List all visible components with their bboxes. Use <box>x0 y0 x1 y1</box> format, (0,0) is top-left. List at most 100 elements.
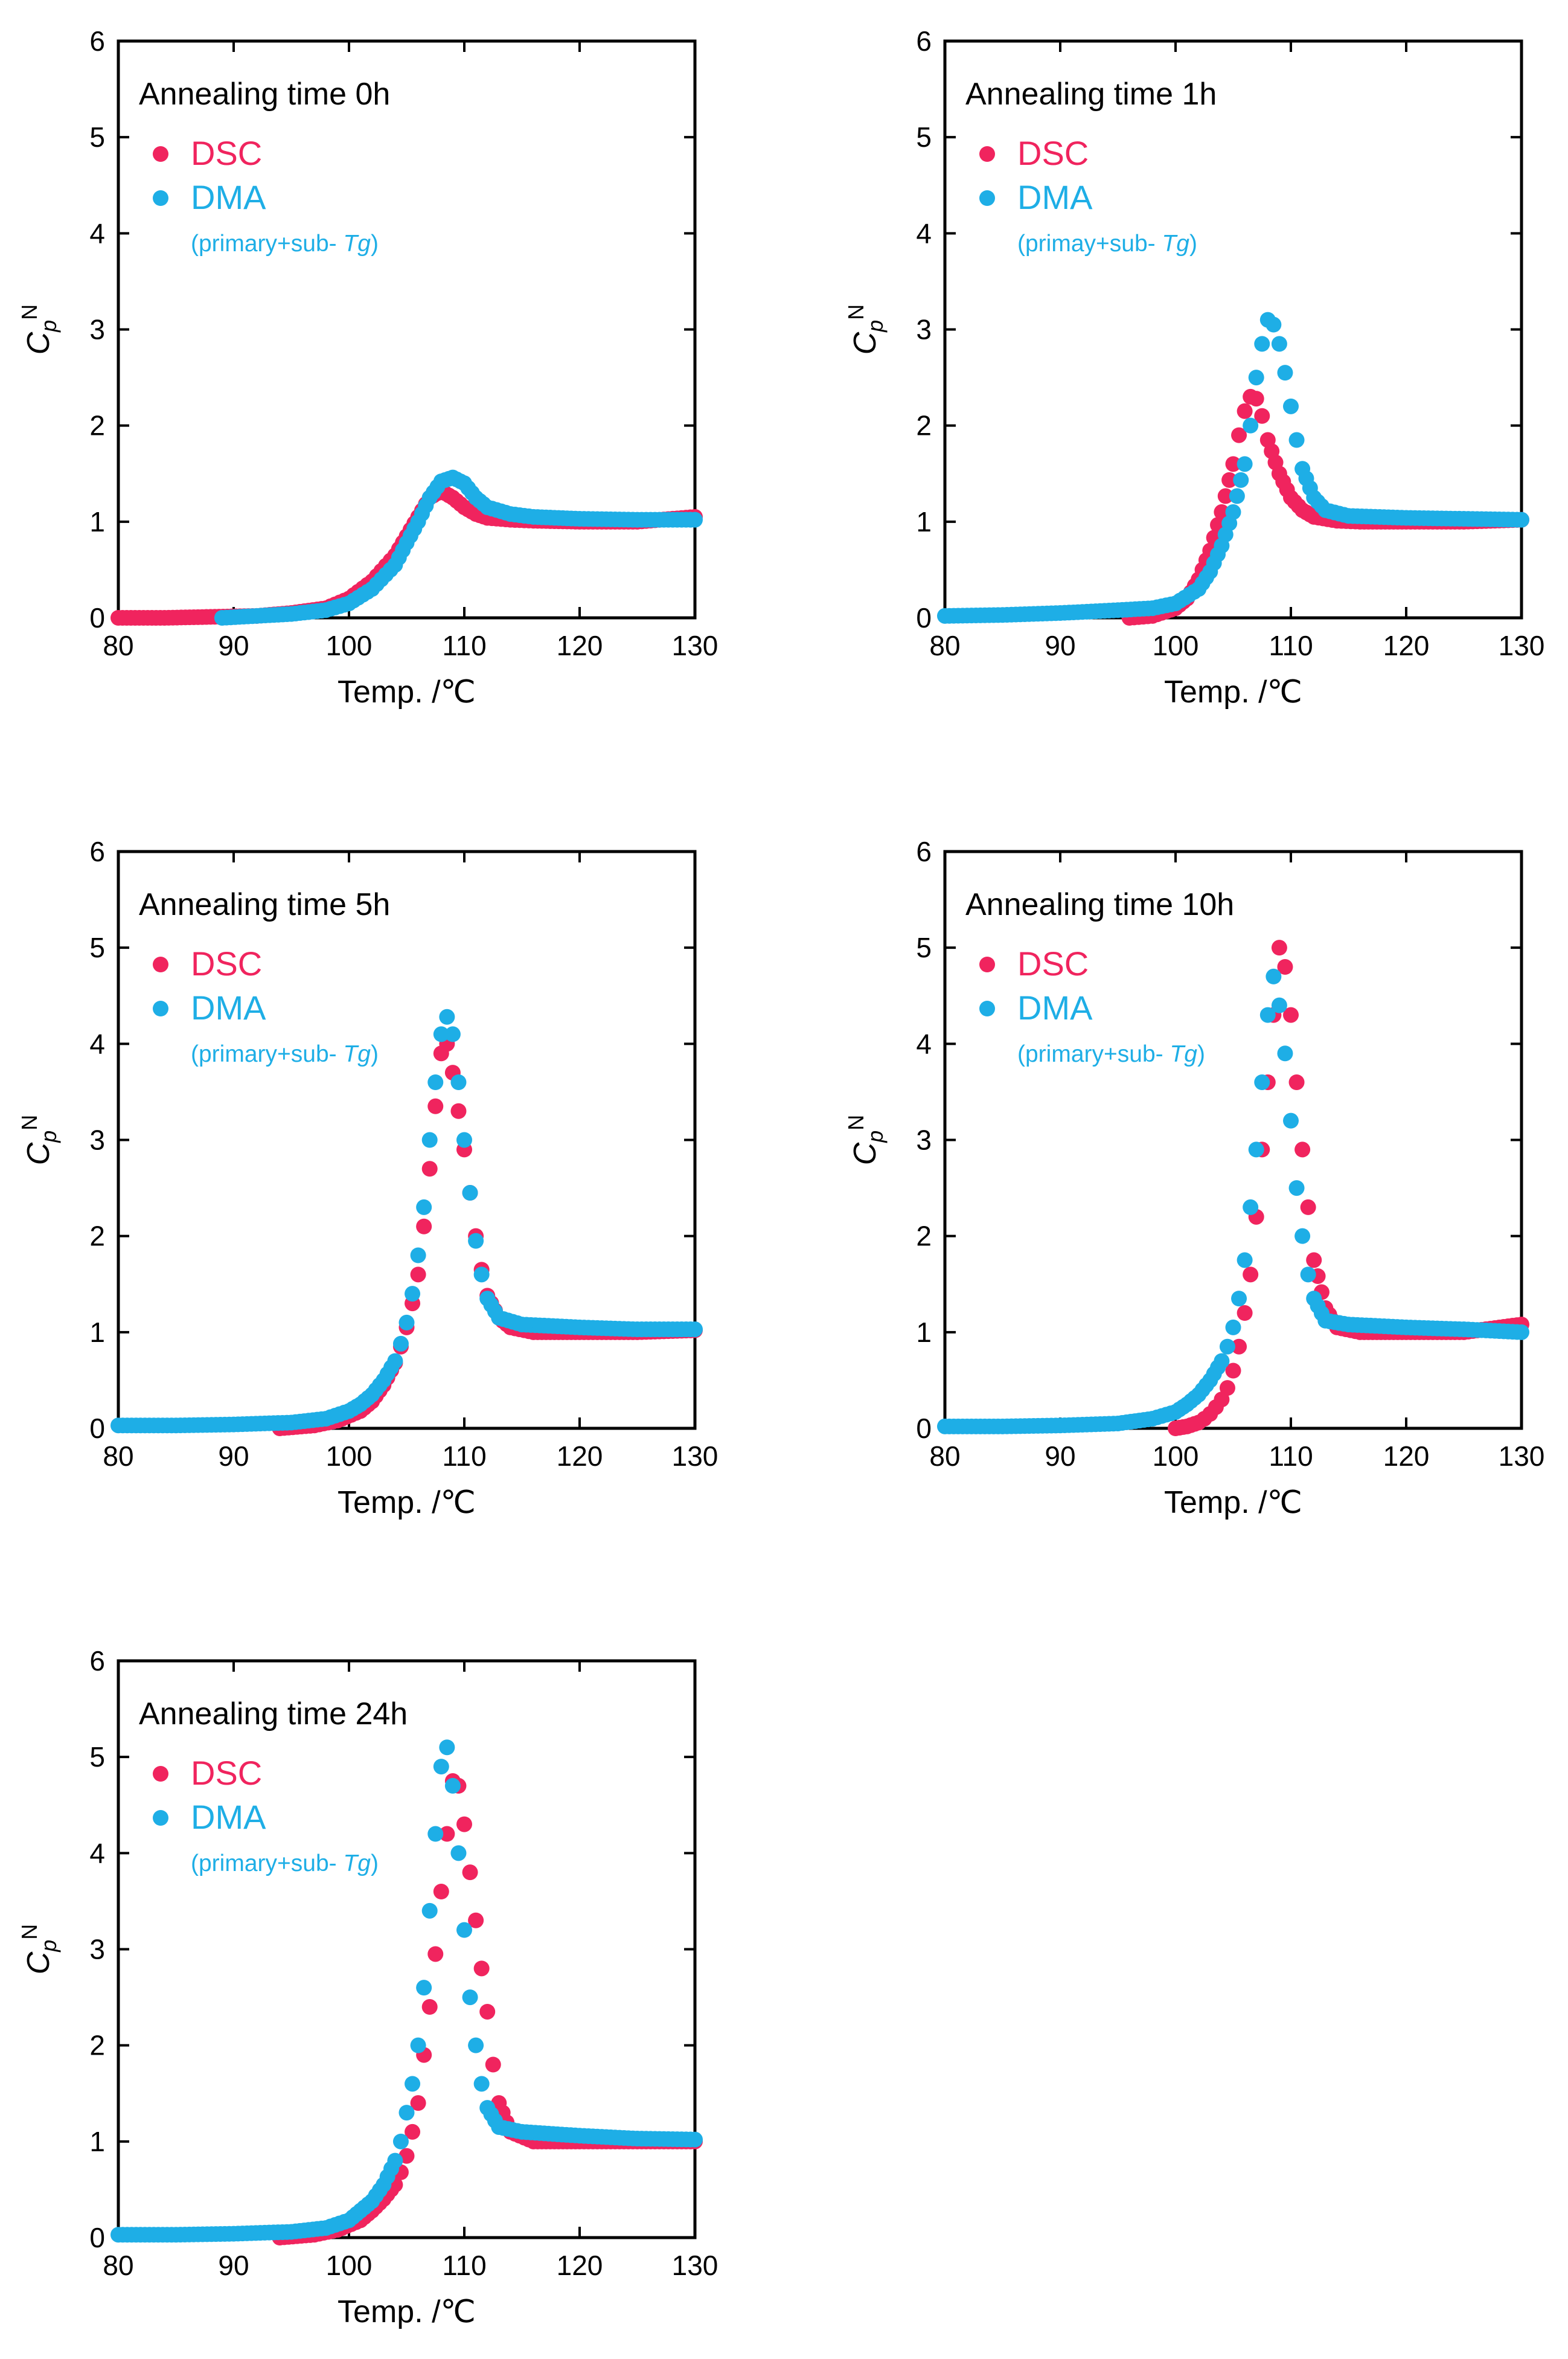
x-tick-label: 130 <box>1499 1440 1545 1472</box>
y-axis-label-sub: p <box>36 1940 61 1953</box>
data-point-dma <box>1277 365 1293 381</box>
data-point-dsc <box>479 2003 496 2020</box>
legend-marker-dma <box>979 1001 995 1016</box>
data-point-dsc <box>1217 488 1234 504</box>
data-point-dma <box>410 2037 426 2053</box>
data-point-dsc <box>1277 959 1293 975</box>
y-tick-label: 4 <box>916 1028 932 1059</box>
x-tick-label: 120 <box>1383 630 1430 661</box>
data-point-dma <box>1266 968 1282 984</box>
panel-title: Annealing time 10h <box>965 887 1234 922</box>
data-point-dma <box>468 2037 484 2053</box>
data-point-dma <box>444 1777 461 1794</box>
legend-label-dsc: DSC <box>1017 134 1089 172</box>
data-point-dma <box>1233 472 1249 488</box>
y-tick-label: 4 <box>89 1028 105 1059</box>
x-axis-label: Temp. /℃ <box>338 2294 476 2329</box>
panel-title: Annealing time 0h <box>139 77 390 112</box>
chart-panel-2: 80 90 100 110 120 130 0 1 2 3 4 5 6 Temp. /℃ CpN Anneal… <box>17 836 718 1520</box>
data-point-dsc <box>1243 1266 1259 1283</box>
series-dma <box>110 1739 703 2243</box>
x-tick-label: 100 <box>326 630 373 661</box>
data-point-dma <box>1231 1291 1247 1307</box>
data-point-dsc <box>439 1826 455 1842</box>
data-point-dma <box>468 1233 484 1249</box>
y-axis-label-main: C <box>848 1142 883 1165</box>
y-tick-label: 3 <box>916 314 932 345</box>
x-axis-label: Temp. /℃ <box>1164 675 1302 710</box>
legend-label-dsc: DSC <box>191 945 262 983</box>
y-axis-label-sup: N <box>17 1115 42 1131</box>
data-point-dsc <box>1271 940 1287 956</box>
y-axis-label: CpN <box>17 1115 61 1166</box>
data-point-dma <box>1259 1007 1276 1023</box>
y-tick-label: 1 <box>89 2126 105 2157</box>
y-axis-label-sup: N <box>17 1924 42 1940</box>
x-tick-label: 80 <box>103 630 133 661</box>
data-point-dma <box>1300 1266 1316 1283</box>
y-tick-label: 0 <box>89 602 105 634</box>
data-point-dsc <box>1214 504 1230 520</box>
legend-note: (primary+sub- Tg) <box>1017 1041 1205 1067</box>
y-tick-label: 6 <box>916 836 932 867</box>
panel-title: Annealing time 5h <box>139 887 390 922</box>
data-point-dsc <box>1225 456 1241 472</box>
data-point-dsc <box>1219 1380 1235 1396</box>
data-point-dma <box>421 1132 438 1148</box>
data-point-dma <box>1288 1180 1305 1196</box>
legend-note: (primary+sub- Tg) <box>191 1850 379 1876</box>
data-point-dsc <box>405 2123 421 2140</box>
data-point-dma <box>1248 1141 1264 1158</box>
x-tick-label: 90 <box>218 630 249 661</box>
y-axis-label-main: C <box>21 332 56 355</box>
chart-panel-3: 80 90 100 110 120 130 0 1 2 3 4 5 6 Temp. /℃ CpN Anneal… <box>843 836 1544 1520</box>
data-point-dsc <box>1294 1141 1311 1158</box>
legend-note-italic: Tg <box>1170 1041 1197 1067</box>
x-tick-label: 90 <box>218 1440 249 1472</box>
legend-note-close: ) <box>1197 1041 1205 1067</box>
legend-note-text: (primary+sub- <box>1017 1041 1170 1067</box>
x-tick-label: 100 <box>326 2250 373 2281</box>
y-tick-label: 5 <box>89 1741 105 1773</box>
legend-marker-dsc <box>979 957 995 972</box>
chart-panel-1: 80 90 100 110 120 130 0 1 2 3 4 5 6 Temp. /℃ CpN Anneal… <box>843 25 1544 710</box>
data-point-dma <box>392 2133 409 2149</box>
y-axis-label-main: C <box>848 332 883 355</box>
series-dma <box>110 1009 703 1434</box>
data-point-dsc <box>1300 1199 1316 1215</box>
x-tick-label: 80 <box>103 1440 133 1472</box>
y-tick-label: 1 <box>89 1317 105 1348</box>
data-point-dsc <box>427 1098 444 1114</box>
data-point-dma <box>1237 456 1253 472</box>
chart-panel-0: 80 90 100 110 120 130 0 1 2 3 4 5 6 Temp. /℃ CpN Anneal… <box>17 25 718 710</box>
series-dma <box>937 968 1529 1434</box>
legend-marker-dsc <box>153 146 168 162</box>
data-point-dsc <box>468 1912 484 1928</box>
legend-label-dma: DMA <box>1017 989 1093 1027</box>
data-point-dma <box>427 1826 444 1842</box>
data-point-dma <box>1243 1199 1259 1215</box>
x-tick-label: 90 <box>218 2250 249 2281</box>
data-point-dma <box>1237 1252 1253 1268</box>
y-tick-label: 2 <box>89 1221 105 1252</box>
data-point-dsc <box>462 1864 478 1881</box>
x-tick-label: 90 <box>1045 1440 1075 1472</box>
legend-marker-dma <box>153 190 168 206</box>
x-tick-label: 130 <box>672 2250 718 2281</box>
data-point-dma <box>1271 336 1287 352</box>
data-point-dma <box>439 1009 455 1025</box>
data-point-dma <box>473 2076 490 2092</box>
x-axis-label: Temp. /℃ <box>338 675 476 710</box>
legend-label-dma: DMA <box>1017 178 1093 216</box>
data-point-dma <box>687 1321 703 1338</box>
data-point-dma <box>405 2076 421 2092</box>
data-point-dsc <box>1248 391 1264 407</box>
data-point-dsc <box>485 2056 501 2073</box>
legend-label-dma: DMA <box>191 989 266 1027</box>
data-point-dma <box>1229 488 1245 504</box>
data-point-dma <box>1277 1045 1293 1062</box>
data-point-dsc <box>473 1960 490 1977</box>
plot-frame <box>943 39 1523 620</box>
data-point-dma <box>1248 370 1264 386</box>
